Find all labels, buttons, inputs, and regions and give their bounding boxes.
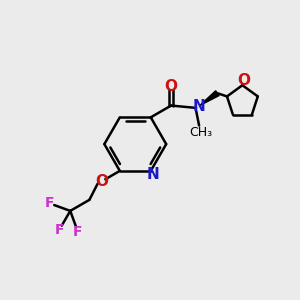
Text: CH₃: CH₃ (189, 126, 212, 139)
Text: F: F (54, 223, 64, 237)
Text: F: F (73, 225, 83, 239)
Text: O: O (237, 73, 250, 88)
Polygon shape (200, 91, 219, 106)
Text: F: F (44, 196, 54, 210)
Text: N: N (193, 99, 206, 114)
Text: O: O (165, 79, 178, 94)
Text: N: N (147, 167, 160, 182)
Text: O: O (95, 174, 108, 189)
